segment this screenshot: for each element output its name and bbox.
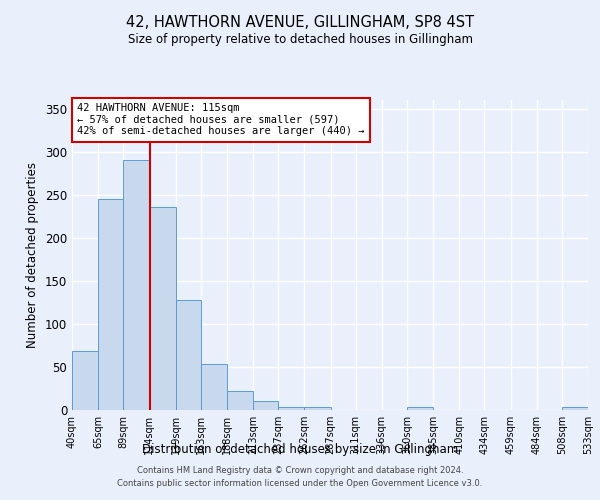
Bar — [278, 406, 304, 410]
Text: 42 HAWTHORN AVENUE: 115sqm
← 57% of detached houses are smaller (597)
42% of sem: 42 HAWTHORN AVENUE: 115sqm ← 57% of deta… — [77, 103, 365, 136]
Bar — [201, 364, 227, 410]
Bar — [72, 352, 98, 410]
Bar — [227, 391, 253, 410]
Bar — [407, 408, 433, 410]
Y-axis label: Number of detached properties: Number of detached properties — [26, 162, 40, 348]
Text: 42, HAWTHORN AVENUE, GILLINGHAM, SP8 4ST: 42, HAWTHORN AVENUE, GILLINGHAM, SP8 4ST — [126, 15, 474, 30]
Bar — [253, 402, 278, 410]
Bar — [98, 199, 123, 410]
Bar — [176, 300, 201, 410]
Text: Distribution of detached houses by size in Gillingham: Distribution of detached houses by size … — [142, 442, 458, 456]
Bar — [304, 408, 331, 410]
Bar — [562, 408, 588, 410]
Text: Size of property relative to detached houses in Gillingham: Size of property relative to detached ho… — [128, 32, 473, 46]
Bar — [123, 160, 149, 410]
Bar — [149, 207, 176, 410]
Text: Contains HM Land Registry data © Crown copyright and database right 2024.
Contai: Contains HM Land Registry data © Crown c… — [118, 466, 482, 487]
